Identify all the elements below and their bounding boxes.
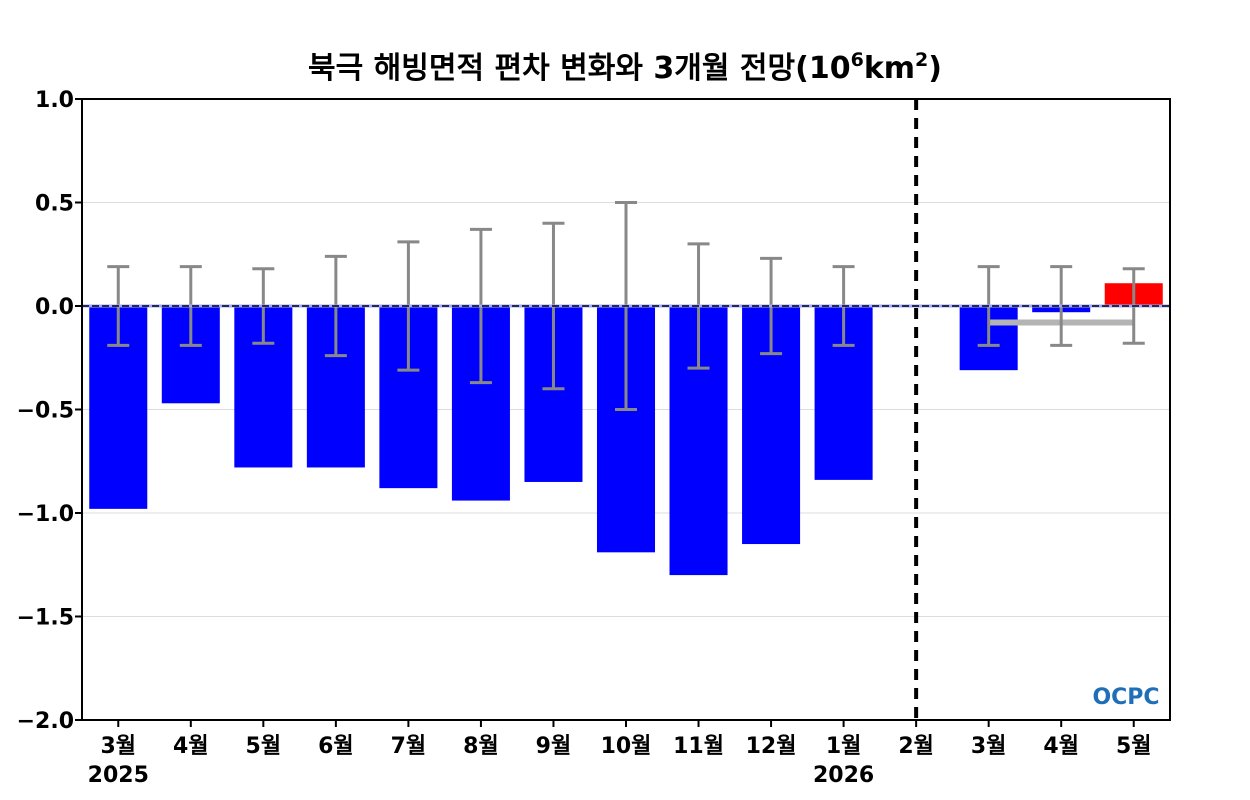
x-tick-label: 2월 xyxy=(898,734,934,759)
title-main: 북극 해빙면적 편차 변화와 3개월 전망(10 xyxy=(308,51,851,86)
title-close: ) xyxy=(928,51,942,86)
x-tick-label: 4월 xyxy=(173,734,209,759)
y-tick-label: 0.0 xyxy=(35,295,74,320)
x-tick-label: 7월 xyxy=(391,734,427,759)
title-superscript: 6 xyxy=(851,49,864,71)
y-tick-label: −1.0 xyxy=(17,502,74,527)
y-tick-label: −2.0 xyxy=(17,709,74,734)
x-tick-label: 6월 xyxy=(318,734,354,759)
y-axis-ticks: 1.0 0.5 0.0 −0.5 −1.0 −1.5 −2.0 xyxy=(17,88,82,734)
x-tick-label: 3월 xyxy=(971,734,1007,759)
year-label: 2026 xyxy=(813,763,874,788)
y-tick-label: −0.5 xyxy=(17,399,74,424)
x-tick-label: 10월 xyxy=(601,734,652,759)
y-tick-label: −1.5 xyxy=(17,606,74,631)
x-tick-label: 8월 xyxy=(463,734,499,759)
x-tick-label: 3월 xyxy=(100,734,136,759)
year-label: 2025 xyxy=(88,763,149,788)
title-unit-superscript: 2 xyxy=(915,49,928,71)
y-tick-label: 0.5 xyxy=(35,192,74,217)
chart-title: 북극 해빙면적 편차 변화와 3개월 전망(106km2) xyxy=(308,49,942,86)
x-tick-label: 1월 xyxy=(826,734,862,759)
x-tick-label: 11월 xyxy=(673,734,724,759)
x-tick-label: 4월 xyxy=(1043,734,1079,759)
x-tick-label: 5월 xyxy=(1116,734,1152,759)
title-unit: km xyxy=(864,51,915,86)
x-axis-ticks: 3월 4월 5월 6월 7월 8월 9월 10월 11월 12월 1월 2월 3월 4월 5월 2025 202… xyxy=(88,720,1152,788)
y-tick-label: 1.0 xyxy=(35,88,74,113)
x-tick-label: 5월 xyxy=(246,734,282,759)
logo-text: OCPC xyxy=(1092,685,1159,710)
ocpc-logo: OCPC xyxy=(1092,685,1159,710)
x-tick-label: 9월 xyxy=(536,734,572,759)
x-tick-label: 12월 xyxy=(746,734,797,759)
